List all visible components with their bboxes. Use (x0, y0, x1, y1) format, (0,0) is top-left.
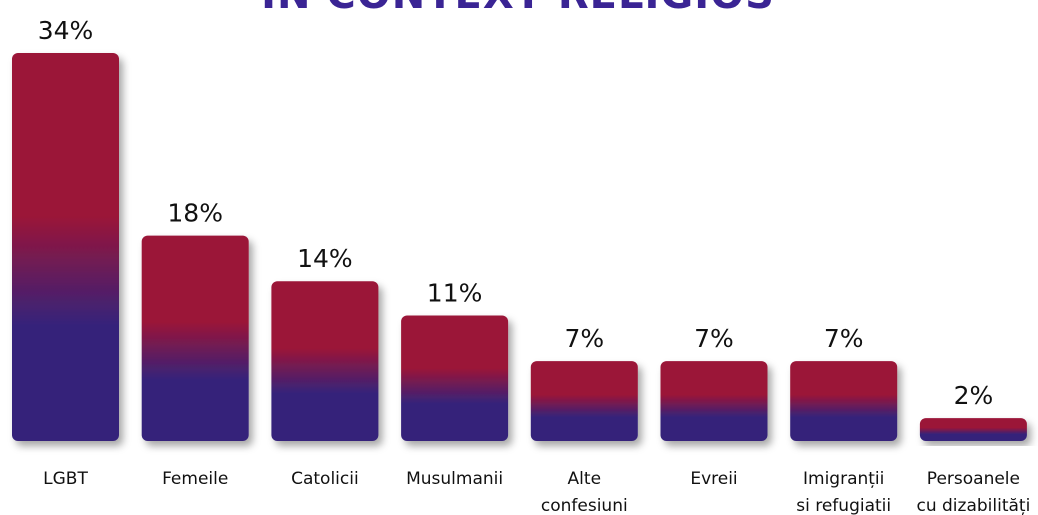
category-label-line: Catolicii (291, 469, 359, 489)
category-label-line: confesiuni (541, 496, 628, 515)
bar (919, 418, 1027, 441)
bar (660, 361, 768, 441)
category-label: Femeile (162, 469, 228, 489)
category-label-line: Evreii (690, 469, 737, 489)
bars-layer (12, 53, 1027, 441)
bar (401, 315, 509, 441)
bar-value-label: 18% (167, 199, 223, 228)
bar-value-label: 2% (954, 381, 994, 410)
category-label: Musulmanii (406, 469, 503, 489)
category-label-line: LGBT (43, 469, 88, 489)
category-label-line: Alte (568, 469, 601, 489)
category-label-line: Imigranții (803, 469, 884, 489)
bar (271, 281, 379, 441)
category-label-line: cu dizabilități (916, 496, 1030, 515)
bar (12, 53, 119, 441)
chart-title: IN CONTEXT RELIGIOS (261, 0, 775, 18)
category-label: LGBT (43, 469, 88, 489)
category-label-line: si refugiatii (796, 496, 891, 515)
bar-value-label: 14% (297, 244, 353, 273)
bar-value-label: 7% (564, 324, 604, 353)
value-labels-layer: 34% 18% 14% 11% 7% 7% 7% 2% (38, 16, 994, 410)
bar-value-label: 7% (694, 324, 734, 353)
category-label: Catolicii (291, 469, 359, 489)
category-label: Imigranții si refugiatii (796, 469, 891, 515)
category-label: Evreii (690, 469, 737, 489)
bar-value-label: 7% (824, 324, 864, 353)
bar-value-label: 11% (427, 278, 483, 307)
bar (141, 235, 249, 441)
bar (790, 361, 898, 441)
bar (530, 361, 638, 441)
category-label-line: Musulmanii (406, 469, 503, 489)
category-label: Alte confesiuni (541, 469, 628, 515)
category-labels-layer: LGBT Femeile Catolicii Musulmanii Alte confes… (43, 469, 1030, 515)
category-label: Persoanele cu dizabilități (916, 469, 1030, 515)
category-label-line: Persoanele (927, 469, 1020, 489)
bar-value-label: 34% (38, 16, 94, 45)
category-label-line: Femeile (162, 469, 228, 489)
